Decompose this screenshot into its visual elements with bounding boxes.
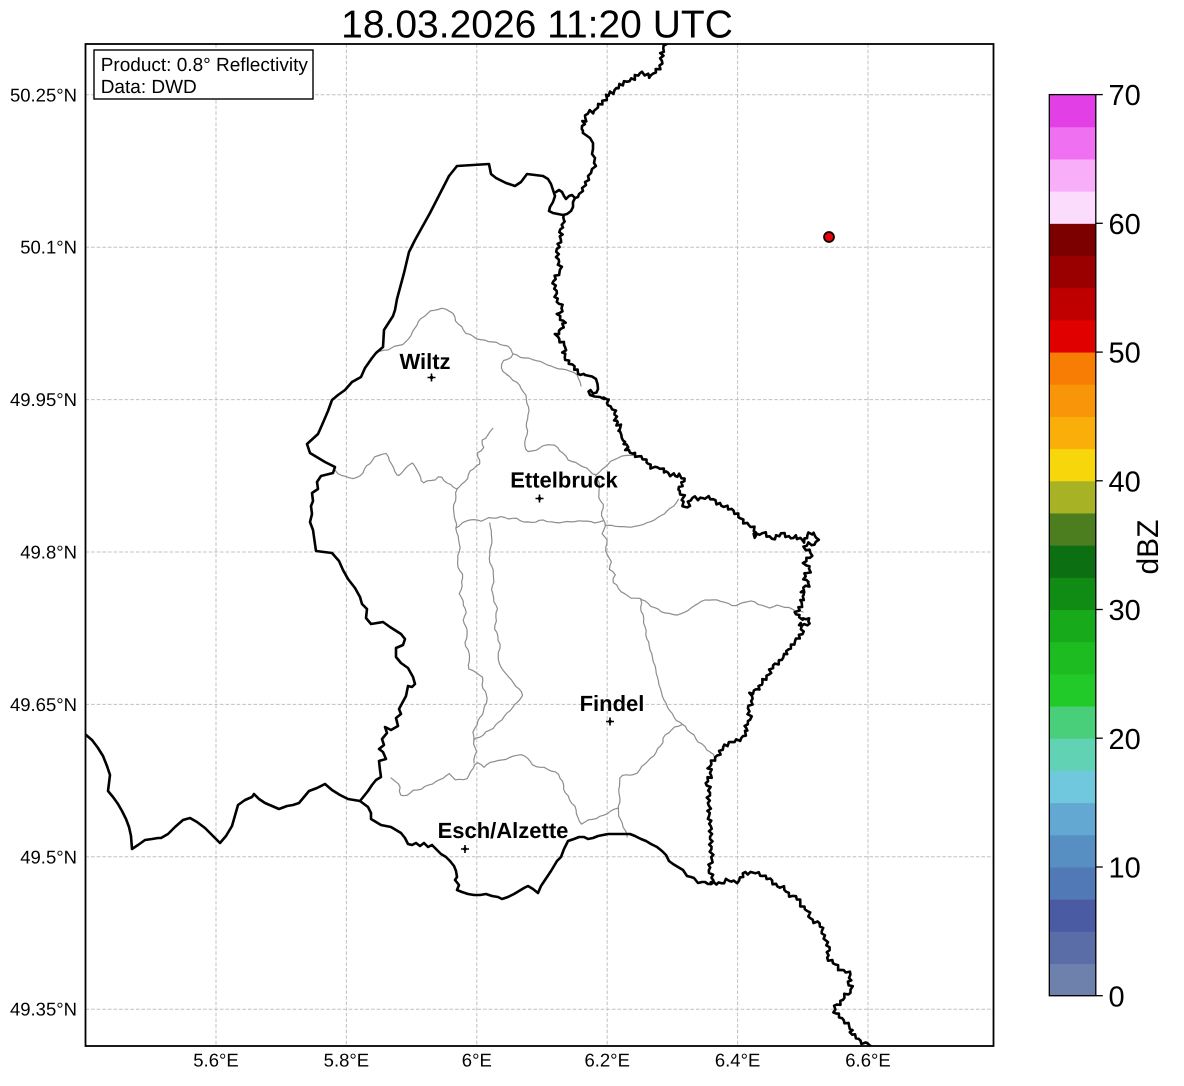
svg-text:49.5°N: 49.5°N [20,846,77,867]
svg-text:Esch/Alzette: Esch/Alzette [438,818,569,843]
svg-text:5.6°E: 5.6°E [193,1050,238,1071]
svg-text:18.03.2026 11:20 UTC: 18.03.2026 11:20 UTC [341,4,733,47]
svg-text:50: 50 [1109,338,1141,370]
svg-text:dBZ: dBZ [1132,519,1165,574]
svg-text:70: 70 [1109,80,1141,112]
svg-text:49.65°N: 49.65°N [10,694,77,715]
svg-text:6.6°E: 6.6°E [845,1050,890,1071]
svg-text:50.1°N: 50.1°N [20,237,77,258]
svg-text:6.4°E: 6.4°E [715,1050,760,1071]
svg-text:5.8°E: 5.8°E [324,1050,369,1071]
svg-text:Ettelbruck: Ettelbruck [510,468,618,493]
svg-text:60: 60 [1109,209,1141,241]
svg-text:Wiltz: Wiltz [399,349,450,374]
svg-text:49.95°N: 49.95°N [10,389,77,410]
svg-text:49.35°N: 49.35°N [10,999,77,1020]
svg-text:Product: 0.8° Reflectivity: Product: 0.8° Reflectivity [101,55,309,76]
svg-text:0: 0 [1109,981,1125,1013]
svg-text:Findel: Findel [580,691,645,716]
svg-text:Data: DWD: Data: DWD [101,77,197,98]
svg-text:10: 10 [1109,853,1141,885]
svg-text:20: 20 [1109,724,1141,756]
svg-text:49.8°N: 49.8°N [20,542,77,563]
svg-text:6°E: 6°E [462,1050,492,1071]
svg-text:40: 40 [1109,466,1141,498]
svg-text:6.2°E: 6.2°E [584,1050,629,1071]
svg-text:50.25°N: 50.25°N [10,84,77,105]
svg-text:30: 30 [1109,595,1141,627]
